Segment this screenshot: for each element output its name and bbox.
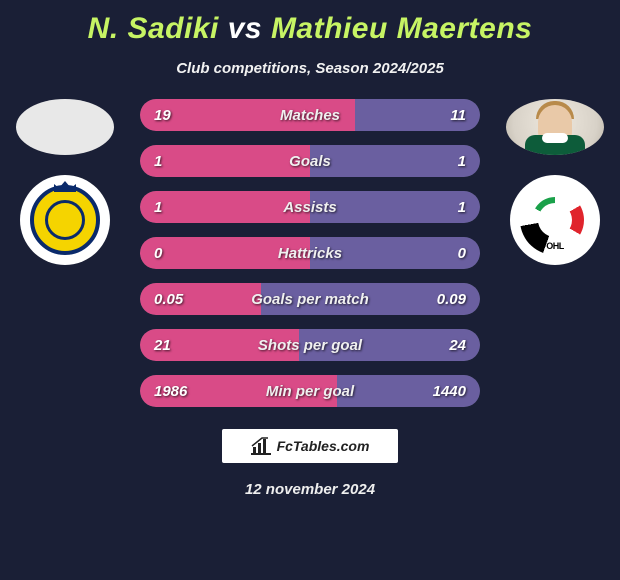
- stat-bars: 19Matches111Goals11Assists10Hattricks00.…: [140, 99, 480, 407]
- stat-row: 1Goals1: [140, 145, 480, 177]
- branding-badge: FcTables.com: [222, 429, 398, 463]
- club-crest-icon: [30, 185, 100, 255]
- player1-name: N. Sadiki: [88, 12, 219, 45]
- stat-value-left: 1: [140, 153, 220, 170]
- crest-inner-icon: [45, 200, 85, 240]
- crown-icon: [52, 179, 78, 193]
- stat-value-right: 11: [400, 107, 480, 124]
- stat-value-left: 1986: [140, 383, 220, 400]
- player1-club-logo: [20, 175, 110, 265]
- stat-row: 0Hattricks0: [140, 237, 480, 269]
- stat-value-right: 1: [400, 153, 480, 170]
- stat-value-left: 1: [140, 199, 220, 216]
- stat-label: Min per goal: [220, 383, 400, 400]
- stat-row: 21Shots per goal24: [140, 329, 480, 361]
- stat-label: Shots per goal: [220, 337, 400, 354]
- player2-avatar: [506, 99, 604, 155]
- stat-value-right: 0: [400, 245, 480, 262]
- stat-value-right: 24: [400, 337, 480, 354]
- stat-value-left: 0.05: [140, 291, 220, 308]
- stat-row: 0.05Goals per match0.09: [140, 283, 480, 315]
- stat-value-right: 1440: [400, 383, 480, 400]
- content-area: OHL 19Matches111Goals11Assists10Hattrick…: [0, 99, 620, 407]
- club-swoosh-icon: OHL: [520, 185, 590, 255]
- player2-name: Mathieu Maertens: [271, 12, 532, 45]
- stat-label: Hattricks: [220, 245, 400, 262]
- stat-label: Assists: [220, 199, 400, 216]
- stat-row: 19Matches11: [140, 99, 480, 131]
- stat-value-left: 21: [140, 337, 220, 354]
- player1-avatar: [16, 99, 114, 155]
- club-right-text: OHL: [520, 241, 590, 251]
- stat-value-right: 0.09: [400, 291, 480, 308]
- bar-chart-icon: [251, 437, 271, 455]
- player2-club-logo: OHL: [510, 175, 600, 265]
- stat-label: Goals: [220, 153, 400, 170]
- right-column: OHL: [500, 99, 610, 265]
- stat-value-left: 0: [140, 245, 220, 262]
- subtitle: Club competitions, Season 2024/2025: [0, 60, 620, 77]
- stat-row: 1Assists1: [140, 191, 480, 223]
- avatar-collar-icon: [542, 133, 568, 143]
- branding-text: FcTables.com: [277, 438, 370, 454]
- left-column: [10, 99, 120, 265]
- stat-row: 1986Min per goal1440: [140, 375, 480, 407]
- stat-value-right: 1: [400, 199, 480, 216]
- date-text: 12 november 2024: [0, 481, 620, 498]
- stat-value-left: 19: [140, 107, 220, 124]
- vs-text: vs: [228, 12, 262, 45]
- stat-label: Matches: [220, 107, 400, 124]
- stat-label: Goals per match: [220, 291, 400, 308]
- comparison-title: N. Sadiki vs Mathieu Maertens: [0, 0, 620, 46]
